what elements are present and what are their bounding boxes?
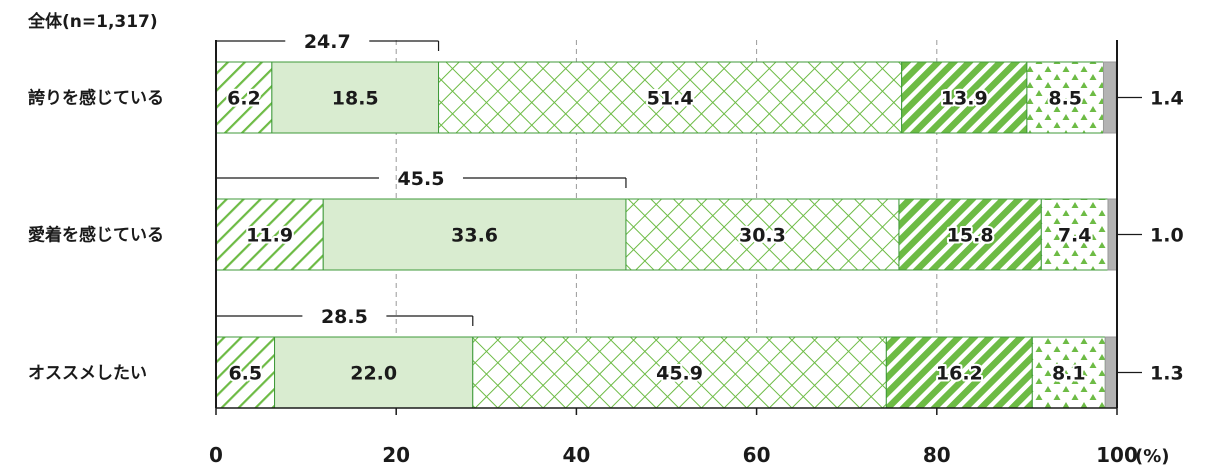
- x-tick-label: 0: [209, 443, 223, 467]
- bar-segment: [271, 61, 440, 134]
- data-label: 30.3: [739, 225, 786, 247]
- bar-segment: [215, 336, 276, 409]
- bar-segment: [901, 61, 1028, 134]
- data-label: 1.3: [1150, 363, 1184, 385]
- category-label: 誇りを感じている: [28, 88, 164, 109]
- bar-segment: [215, 61, 273, 134]
- x-tick-label: 20: [382, 443, 410, 467]
- bar-segment: [472, 336, 887, 409]
- category-label: 愛着を感じている: [28, 225, 164, 246]
- axis-layer: 0 20 40 60 80 100(%): [209, 40, 1170, 467]
- x-tick-label: 100: [1096, 443, 1138, 467]
- x-unit-label: (%): [1135, 446, 1170, 467]
- data-label: 6.2: [227, 88, 261, 110]
- data-label: 18.5: [332, 88, 379, 110]
- bar-segment: [215, 198, 324, 271]
- data-label: 45.9: [656, 363, 703, 385]
- data-label: 15.8: [947, 225, 994, 247]
- data-label: 13.9: [941, 88, 988, 110]
- data-label: 8.1: [1052, 363, 1086, 385]
- bracket-total-label: 24.7: [304, 31, 351, 53]
- bar-segment: [1040, 198, 1109, 271]
- data-label: 1.0: [1150, 225, 1184, 247]
- bar-segment: [1031, 336, 1106, 409]
- bars-layer: 誇りを感じている 24.7 6.2 18.5 51.4 13.9 8.5 1.4 愛着を感じてい…: [28, 31, 1184, 409]
- x-tick-label: 40: [562, 443, 590, 467]
- bar-segment: [1107, 198, 1118, 271]
- data-label: 51.4: [647, 88, 694, 110]
- data-label: 33.6: [451, 225, 498, 247]
- bar-segment: [438, 61, 903, 134]
- bar-segment: [1102, 61, 1117, 134]
- bar-segment: [322, 198, 627, 271]
- data-label: 8.5: [1048, 88, 1082, 110]
- data-label: 11.9: [246, 225, 293, 247]
- category-label: オススメしたい: [28, 364, 147, 384]
- data-label: 6.5: [228, 363, 262, 385]
- data-label: 1.4: [1150, 88, 1184, 110]
- data-label: 22.0: [350, 363, 397, 385]
- chart-subtitle: 全体(n=1,317): [28, 12, 158, 32]
- data-label: 16.2: [936, 363, 983, 385]
- bracket-total-label: 45.5: [398, 168, 445, 190]
- bracket-total-label: 28.5: [321, 306, 368, 328]
- bar-segment: [1026, 61, 1104, 134]
- x-tick-label: 60: [743, 443, 771, 467]
- bar-segment: [1104, 336, 1118, 409]
- bar-segment: [625, 198, 900, 271]
- x-tick-label: 80: [923, 443, 951, 467]
- data-label: 7.4: [1058, 225, 1092, 247]
